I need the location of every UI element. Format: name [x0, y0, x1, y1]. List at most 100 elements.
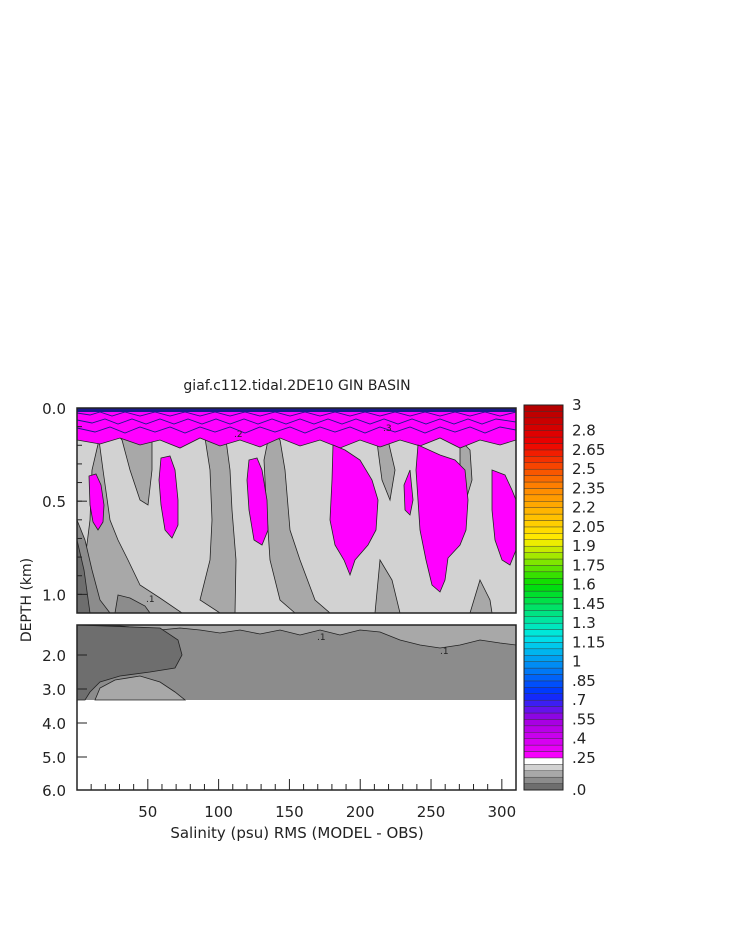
colorbar-label: 2.2 — [572, 499, 596, 517]
colorbar-swatch — [523, 770, 564, 778]
y-tick-label: 2.0 — [42, 647, 66, 665]
mid-region-6 — [374, 558, 401, 613]
colorbar-label: .85 — [572, 672, 596, 690]
colorbar-label: 1.15 — [572, 633, 605, 651]
colorbar-swatch — [523, 417, 564, 425]
colorbar-swatch — [523, 757, 564, 765]
y-tick-label: 5.0 — [42, 749, 66, 767]
colorbar-swatch — [523, 642, 564, 650]
colorbar-swatch — [523, 661, 564, 669]
magenta-blob-4 — [329, 444, 379, 577]
colorbar-swatch — [523, 622, 564, 630]
contour-labels: .2 .1 .3 .1 .1 — [146, 424, 449, 657]
colorbar-swatch — [523, 674, 564, 682]
colorbar-swatch — [523, 507, 564, 515]
colorbar-swatch — [523, 424, 564, 431]
surface-navy-band — [77, 408, 516, 412]
y-axis-lower: 2.0 3.0 4.0 5.0 6.0 — [42, 647, 87, 800]
colorbar-swatch — [523, 552, 564, 560]
magenta-blob-6 — [415, 444, 469, 593]
colorbar-swatch — [523, 545, 564, 553]
colorbar-swatch — [523, 648, 564, 656]
colorbar-swatch — [523, 488, 564, 496]
x-axis: 50 100 150 200 250 300 — [90, 779, 516, 821]
y-axis-label: DEPTH (km) — [19, 558, 35, 642]
colorbar-label: 2.65 — [572, 441, 605, 459]
colorbar-swatch — [523, 616, 564, 624]
colorbar-label: 2.8 — [572, 422, 596, 440]
colorbar-swatch — [523, 597, 564, 605]
colorbar-swatch — [523, 732, 564, 739]
colorbar-swatch — [523, 571, 564, 579]
colorbar-swatch — [523, 578, 564, 585]
magenta-blob-1 — [88, 473, 105, 531]
mid-region-3 — [182, 429, 237, 613]
colorbar-swatch — [523, 693, 564, 701]
colorbar-swatch — [523, 699, 564, 707]
colorbar-label: 1.6 — [572, 576, 596, 594]
magenta-blob-2 — [158, 455, 179, 539]
surface-contour-2 — [77, 418, 516, 425]
x-tick-label: 100 — [204, 803, 233, 821]
colorbar-swatch — [523, 764, 564, 771]
colorbar-swatch — [523, 776, 564, 784]
contour-label: .1 — [146, 595, 155, 605]
colorbar-swatch — [523, 436, 564, 444]
contour-label: .1 — [317, 633, 326, 643]
y-axis-upper: 0.0 0.5 1.0 — [42, 400, 87, 604]
magenta-regions — [77, 408, 516, 593]
colorbar-label: .25 — [572, 749, 596, 767]
contour-label: .1 — [440, 647, 449, 657]
colorbar-label: 1.9 — [572, 537, 596, 555]
colorbar-label: 2.35 — [572, 479, 605, 497]
colorbar-swatch — [523, 462, 564, 470]
magenta-blob-5 — [403, 469, 414, 516]
colorbar-swatch — [523, 404, 564, 412]
colorbar-swatch — [523, 501, 564, 508]
colorbar-label: .55 — [572, 710, 596, 728]
colorbar-swatch — [523, 629, 564, 637]
chart-title: giaf.c112.tidal.2DE10 GIN BASIN — [183, 378, 410, 394]
colorbar-swatch — [523, 687, 564, 694]
magenta-blob-7 — [491, 469, 516, 566]
colorbar-label: 1.75 — [572, 556, 605, 574]
colorbar-label: .0 — [572, 781, 586, 799]
x-axis-label: Salinity (psu) RMS (MODEL - OBS) — [170, 824, 423, 842]
colorbar-swatch — [523, 725, 564, 733]
contour-label: .3 — [383, 424, 392, 434]
upper-midgray-regions — [77, 429, 493, 613]
colorbar-swatch — [523, 751, 564, 759]
surface-contour-1 — [77, 411, 516, 417]
colorbar-swatch — [523, 719, 564, 727]
magenta-surface — [77, 408, 516, 449]
lower-frame — [76, 624, 517, 791]
colorbar-label: 1.3 — [572, 614, 596, 632]
colorbar-swatch — [523, 468, 564, 476]
y-tick-label: 0.0 — [42, 400, 66, 418]
colorbar-swatch — [523, 526, 564, 534]
colorbar-swatch — [523, 565, 564, 573]
contour-label: .2 — [234, 430, 243, 440]
x-tick-label: 200 — [346, 803, 375, 821]
colorbar-swatch — [523, 635, 564, 643]
colorbar-swatch — [523, 520, 564, 528]
colorbar-swatch — [523, 411, 564, 419]
colorbar-swatch — [523, 584, 564, 592]
y-tick-label: 4.0 — [42, 715, 66, 733]
lower-deepgray-left — [77, 625, 183, 701]
colorbar-swatch — [523, 603, 564, 611]
colorbar-label: 1.45 — [572, 595, 605, 613]
colorbar-swatch — [523, 456, 564, 463]
surface-contour-3 — [77, 426, 516, 434]
mid-region-8 — [469, 578, 493, 613]
magenta-blob-3 — [246, 457, 269, 546]
colorbar-frame — [523, 404, 564, 791]
colorbar-swatch — [523, 667, 564, 675]
y-tick-label: 1.0 — [42, 586, 66, 604]
x-tick-label: 50 — [138, 803, 157, 821]
colorbar-swatch — [523, 610, 564, 617]
colorbar-swatch — [523, 533, 564, 540]
colorbar-swatch — [523, 744, 564, 752]
colorbar-swatch — [523, 590, 564, 598]
colorbar-label: .7 — [572, 691, 586, 709]
